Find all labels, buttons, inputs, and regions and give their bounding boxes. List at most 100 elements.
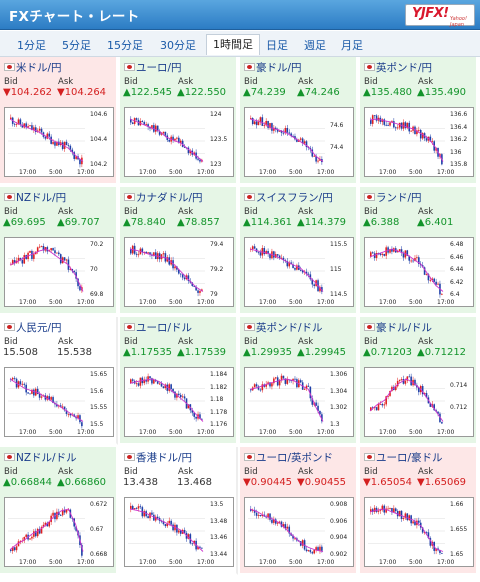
y-tick-label: 13.46 (210, 534, 228, 542)
currency-panel[interactable]: 人民元/円 Bid Ask 15.508 15.538 15.65 15.6 15.55 15.… (0, 317, 118, 445)
candle (253, 509, 256, 513)
price-chart[interactable]: 74.6 74.4 17:00 5:00 17:00 (244, 107, 354, 177)
candle (166, 384, 169, 391)
price-chart[interactable]: 70.2 70 69.8 17:00 5:00 17:00 (4, 237, 114, 307)
candle (313, 284, 315, 286)
pair-name[interactable]: ユーロ/英ポンド (244, 450, 333, 465)
x-tick-label: 5:00 (289, 559, 303, 566)
pair-name[interactable]: 香港ドル/円 (124, 450, 192, 465)
currency-panel[interactable]: スイスフラン/円 Bid Ask ▲114.361 ▲114.379 115.5 115 11… (240, 187, 358, 315)
candle (52, 248, 54, 251)
currency-panel[interactable]: ユーロ/豪ドル Bid Ask ▼1.65054 ▼1.65069 1.66 1.655 1.… (360, 447, 478, 575)
pair-name[interactable]: 英ポンド/ドル (244, 320, 323, 335)
tab-daily[interactable]: 日足 (266, 39, 288, 52)
currency-panel[interactable]: 米ドル/円 Bid Ask ▼104.262 ▼104.264 104.6 104.4 104… (0, 57, 118, 185)
tab-30min[interactable]: 30分足 (160, 39, 196, 52)
ask-value: ▲122.550 (177, 87, 227, 98)
pair-name[interactable]: NZドル/ドル (4, 450, 77, 465)
pair-name[interactable]: ユーロ/円 (124, 60, 182, 75)
candle (61, 406, 64, 408)
price-chart[interactable]: 0.908 0.906 0.904 0.902 17:00 5:00 17:00 (244, 497, 354, 567)
currency-panel[interactable]: 豪ドル/ドル Bid Ask ▲0.71203 ▲0.71212 0.714 0.712 17… (360, 317, 478, 445)
pair-label: NZドル/ドル (16, 452, 77, 464)
candle (33, 254, 35, 259)
price-chart[interactable]: 124 123.5 123 17:00 5:00 17:00 (124, 107, 234, 177)
currency-panel[interactable]: ユーロ/円 Bid Ask ▲122.545 ▲122.550 124 123.5 123 17… (120, 57, 238, 185)
pair-name[interactable]: スイスフラン/円 (244, 190, 333, 205)
currency-panel[interactable]: 英ポンド/円 Bid Ask ▲135.480 ▲135.490 136.6 136.4 13… (360, 57, 478, 185)
ask-value: ▲1.29945 (297, 347, 347, 358)
candle (296, 379, 298, 388)
bid-value: ▲74.239 (243, 87, 286, 98)
pair-name[interactable]: 人民元/円 (4, 320, 62, 335)
currency-panel[interactable]: ユーロ/ドル Bid Ask ▲1.17535 ▲1.17539 1.184 1.182 1.… (120, 317, 238, 445)
tab-1hour[interactable]: 1時間足 (206, 34, 260, 55)
candle (429, 279, 432, 281)
pair-name[interactable]: 豪ドル/円 (244, 60, 302, 75)
currency-panel[interactable]: 英ポンド/ドル Bid Ask ▲1.29935 ▲1.29945 1.306 1.304 1… (240, 317, 358, 445)
flag-icon (4, 63, 15, 71)
currency-panel[interactable]: 豪ドル/円 Bid Ask ▲74.239 ▲74.246 74.6 74.4 17:00 5:… (240, 57, 358, 185)
candle (13, 377, 16, 379)
candle (10, 549, 12, 551)
currency-panel[interactable]: 香港ドル/円 Bid Ask 13.438 13.468 13.5 13.48 13.46 13… (120, 447, 238, 575)
candle (170, 384, 172, 390)
currency-panel[interactable]: ランド/円 Bid Ask ▲6.388 ▲6.401 6.48 6.46 6.44 6.42 6… (360, 187, 478, 315)
tab-monthly[interactable]: 月足 (341, 39, 363, 52)
currency-panel[interactable]: ユーロ/英ポンド Bid Ask ▼0.90445 ▼0.90455 0.908 0.906… (240, 447, 358, 575)
flag-icon (364, 453, 375, 461)
tab-15min[interactable]: 15分足 (107, 39, 143, 52)
candle (317, 405, 319, 411)
price-chart[interactable]: 79.4 79.2 79 17:00 5:00 17:00 (124, 237, 234, 307)
pair-name[interactable]: 豪ドル/ドル (364, 320, 432, 335)
candle (143, 379, 146, 384)
moving-average-line (249, 508, 324, 552)
candle (130, 505, 132, 509)
price-chart[interactable]: 6.48 6.46 6.44 6.42 6.4 17:00 5:00 17:00 (364, 237, 474, 307)
bid-label: Bid (244, 77, 258, 87)
candle (389, 249, 391, 253)
tab-1min[interactable]: 1分足 (17, 39, 46, 52)
price-chart[interactable]: 0.672 0.67 0.668 17:00 5:00 17:00 (4, 497, 114, 567)
candle (296, 139, 298, 142)
candle (25, 534, 27, 537)
candle (383, 119, 386, 125)
currency-panel[interactable]: NZドル/ドル Bid Ask ▲0.66844 ▲0.66860 0.672 0.67 0.… (0, 447, 118, 575)
candle (139, 377, 142, 386)
yjfx-logo[interactable]: YJFX! Yahoo! Japan (405, 4, 475, 28)
bid-value: ▲69.695 (3, 217, 46, 228)
tab-weekly[interactable]: 週足 (304, 39, 326, 52)
pair-name[interactable]: NZドル/円 (4, 190, 66, 205)
pair-name[interactable]: カナダドル/円 (124, 190, 203, 205)
pair-name[interactable]: ユーロ/ドル (124, 320, 192, 335)
price-chart[interactable]: 13.5 13.48 13.46 13.44 17:00 5:00 17:00 (124, 497, 234, 567)
candle (282, 375, 285, 379)
chart-svg (368, 114, 445, 166)
x-tick-label: 17:00 (317, 429, 335, 436)
y-tick-label: 114.5 (330, 291, 348, 298)
candle (149, 376, 151, 379)
pair-name[interactable]: 英ポンド/円 (364, 60, 432, 75)
bid-value: ▲78.840 (123, 217, 166, 228)
candle (441, 422, 443, 424)
currency-panel[interactable]: NZドル/円 Bid Ask ▲69.695 ▲69.707 70.2 70 69.8 17:0… (0, 187, 118, 315)
price-chart[interactable]: 136.6 136.4 136.2 136 135.8 17:00 5:00 17:00 (364, 107, 474, 177)
candle (40, 527, 43, 534)
currency-panel[interactable]: カナダドル/円 Bid Ask ▲78.840 ▲78.857 79.4 79.2 79 17:… (120, 187, 238, 315)
candle (257, 121, 260, 126)
tab-5min[interactable]: 5分足 (62, 39, 91, 52)
price-chart[interactable]: 104.6 104.4 104.2 17:00 5:00 17:00 (4, 107, 114, 177)
price-chart[interactable]: 1.184 1.182 1.18 1.178 1.176 17:00 5:00 17:00 (124, 367, 234, 437)
price-chart[interactable]: 1.306 1.304 1.302 1.3 17:00 5:00 17:00 (244, 367, 354, 437)
price-chart[interactable]: 1.66 1.655 1.65 17:00 5:00 17:00 (364, 497, 474, 567)
pair-name[interactable]: 米ドル/円 (4, 60, 62, 75)
price-chart[interactable]: 115.5 115 114.5 17:00 5:00 17:00 (244, 237, 354, 307)
price-chart[interactable]: 0.714 0.712 17:00 5:00 17:00 (364, 367, 474, 437)
pair-name[interactable]: ユーロ/豪ドル (364, 450, 443, 465)
x-tick-label: 17:00 (317, 299, 335, 306)
pair-name[interactable]: ランド/円 (364, 190, 422, 205)
candle (408, 515, 411, 521)
price-chart[interactable]: 15.65 15.6 15.55 15.5 17:00 5:00 17:00 (4, 367, 114, 437)
flag-icon (124, 63, 135, 71)
